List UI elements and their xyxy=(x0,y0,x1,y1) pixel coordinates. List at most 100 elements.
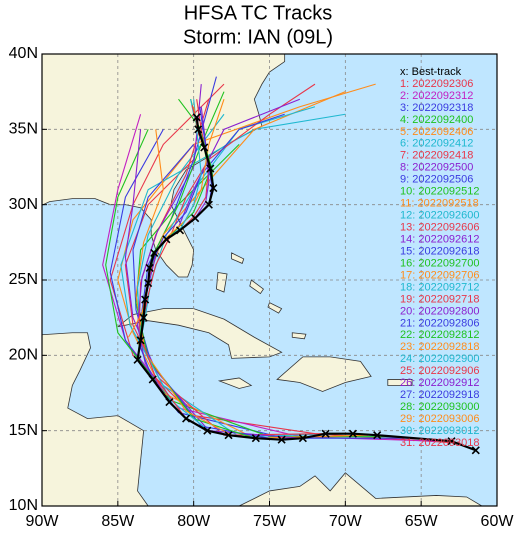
legend-entry: 6: 2022092412 xyxy=(400,138,473,150)
central-america xyxy=(42,333,156,506)
legend-entry: 3: 2022092318 xyxy=(400,102,473,114)
bahamas xyxy=(216,253,305,339)
forecast-track xyxy=(135,129,232,436)
best-track-point xyxy=(348,429,357,438)
best-track-point xyxy=(150,248,159,257)
x-tick-label: 85W xyxy=(101,513,135,530)
forecast-track xyxy=(194,106,210,219)
forecast-track xyxy=(179,99,210,231)
best-track-point xyxy=(145,263,154,273)
best-track-point xyxy=(139,313,148,322)
legend-entry: 5: 2022092406 xyxy=(400,126,473,138)
best-track-point xyxy=(298,434,307,443)
legend-entry: 17: 2022092706 xyxy=(400,269,480,281)
legend-entry: 25: 2022092906 xyxy=(400,365,480,377)
forecast-track xyxy=(109,83,452,444)
legend-entry: 14: 2022092612 xyxy=(400,233,480,245)
puerto-rico xyxy=(388,379,412,385)
x-tick-label: 60W xyxy=(481,513,515,530)
legend-entry: 2: 2022092312 xyxy=(400,90,473,102)
south-america xyxy=(224,473,512,506)
jamaica xyxy=(219,378,251,389)
best-track-point xyxy=(144,278,153,288)
legend-entry: 7: 2022092418 xyxy=(400,150,473,162)
y-tick-label: 40N xyxy=(9,45,38,62)
legend-entry: 13: 2022092606 xyxy=(400,222,480,234)
legend-entry: 26: 2022092912 xyxy=(400,377,480,389)
forecast-track xyxy=(109,129,414,439)
legend-entry: 21: 2022092806 xyxy=(400,317,480,329)
legend-entry: 28: 2022093000 xyxy=(400,401,480,413)
best-track-point xyxy=(204,200,213,209)
forecast-track xyxy=(127,91,346,338)
best-track-point xyxy=(447,437,456,446)
best-track-point xyxy=(321,429,330,438)
legend-entry: 1: 2022092306 xyxy=(400,78,473,90)
best-track-point xyxy=(251,434,260,443)
best-track-point xyxy=(200,143,209,152)
legend-entry: 30: 2022093012 xyxy=(400,425,480,437)
axis-layer: 90W 85W 80W 75W 70W 65W 60W 10N 15N 20N 25N 30N 35N 4… xyxy=(9,45,515,530)
best-track-point xyxy=(148,375,157,384)
forecast-track xyxy=(143,83,316,318)
forecast-track xyxy=(138,99,210,419)
y-tick-label: 15N xyxy=(9,422,38,439)
legend-entry: 18: 2022092712 xyxy=(400,281,480,293)
legend-entry: 29: 2022093006 xyxy=(400,413,480,425)
best-track-point xyxy=(191,214,200,223)
legend-entry: 11: 2022092518 xyxy=(400,198,479,210)
map-title: HFSA TC Tracks xyxy=(184,2,333,24)
x-tick-label: 75W xyxy=(253,513,287,530)
legend-entry: 9: 2022092506 xyxy=(400,174,473,186)
best-track-point xyxy=(141,295,150,304)
track-layer xyxy=(102,76,480,455)
y-tick-label: 35N xyxy=(9,121,38,138)
forecast-track xyxy=(136,84,202,403)
forecast-track xyxy=(140,76,217,380)
best-track-point xyxy=(277,435,286,444)
legend-entry: 4: 2022092400 xyxy=(400,114,473,126)
cuba xyxy=(118,309,282,359)
legend-entry: 22: 2022092812 xyxy=(400,329,480,341)
legend-entry: 23: 2022092818 xyxy=(400,341,480,353)
legend-entry: 16: 2022092700 xyxy=(400,257,480,269)
y-tick-label: 20N xyxy=(9,347,38,364)
legend-entry: 8: 2022092500 xyxy=(400,162,473,174)
legend-entry: 24: 2022092900 xyxy=(400,353,480,365)
x-tick-label: 90W xyxy=(26,513,60,530)
best-track-point xyxy=(133,355,142,364)
best-track-point xyxy=(471,446,480,455)
best-track-point xyxy=(175,226,185,235)
best-track-point xyxy=(209,184,218,193)
legend-entry: 15: 2022092618 xyxy=(400,245,480,257)
x-tick-label: 65W xyxy=(405,513,439,530)
best-track-point xyxy=(182,414,191,423)
legend-entry: 10: 2022092512 xyxy=(400,186,480,198)
y-tick-label: 10N xyxy=(9,497,38,514)
legend-entry: 27: 2022092918 xyxy=(400,389,480,401)
best-track-point xyxy=(192,113,201,122)
best-track-point xyxy=(194,125,203,134)
legend-entry: 31: 2022093018 xyxy=(400,437,480,449)
x-tick-label: 70W xyxy=(329,513,363,530)
y-tick-label: 30N xyxy=(9,196,38,213)
best-track-point xyxy=(203,426,212,435)
legend-entry: 19: 2022092718 xyxy=(400,293,480,305)
x-tick-label: 80W xyxy=(177,513,211,530)
legend-entry: 12: 2022092600 xyxy=(400,210,480,222)
forecast-track xyxy=(117,83,376,439)
best-track-point xyxy=(224,431,233,440)
map-subtitle: Storm: IAN (09L) xyxy=(183,26,333,48)
legend-entry: x: Best-track xyxy=(400,66,462,78)
hispaniola xyxy=(277,357,371,392)
best-track-point xyxy=(206,164,215,173)
best-track-point xyxy=(373,431,382,440)
legend-entry: 20: 2022092800 xyxy=(400,305,480,317)
best-track-point xyxy=(162,235,171,244)
best-track-point xyxy=(136,336,145,345)
best-track-point xyxy=(165,397,174,407)
y-tick-label: 25N xyxy=(9,271,38,288)
